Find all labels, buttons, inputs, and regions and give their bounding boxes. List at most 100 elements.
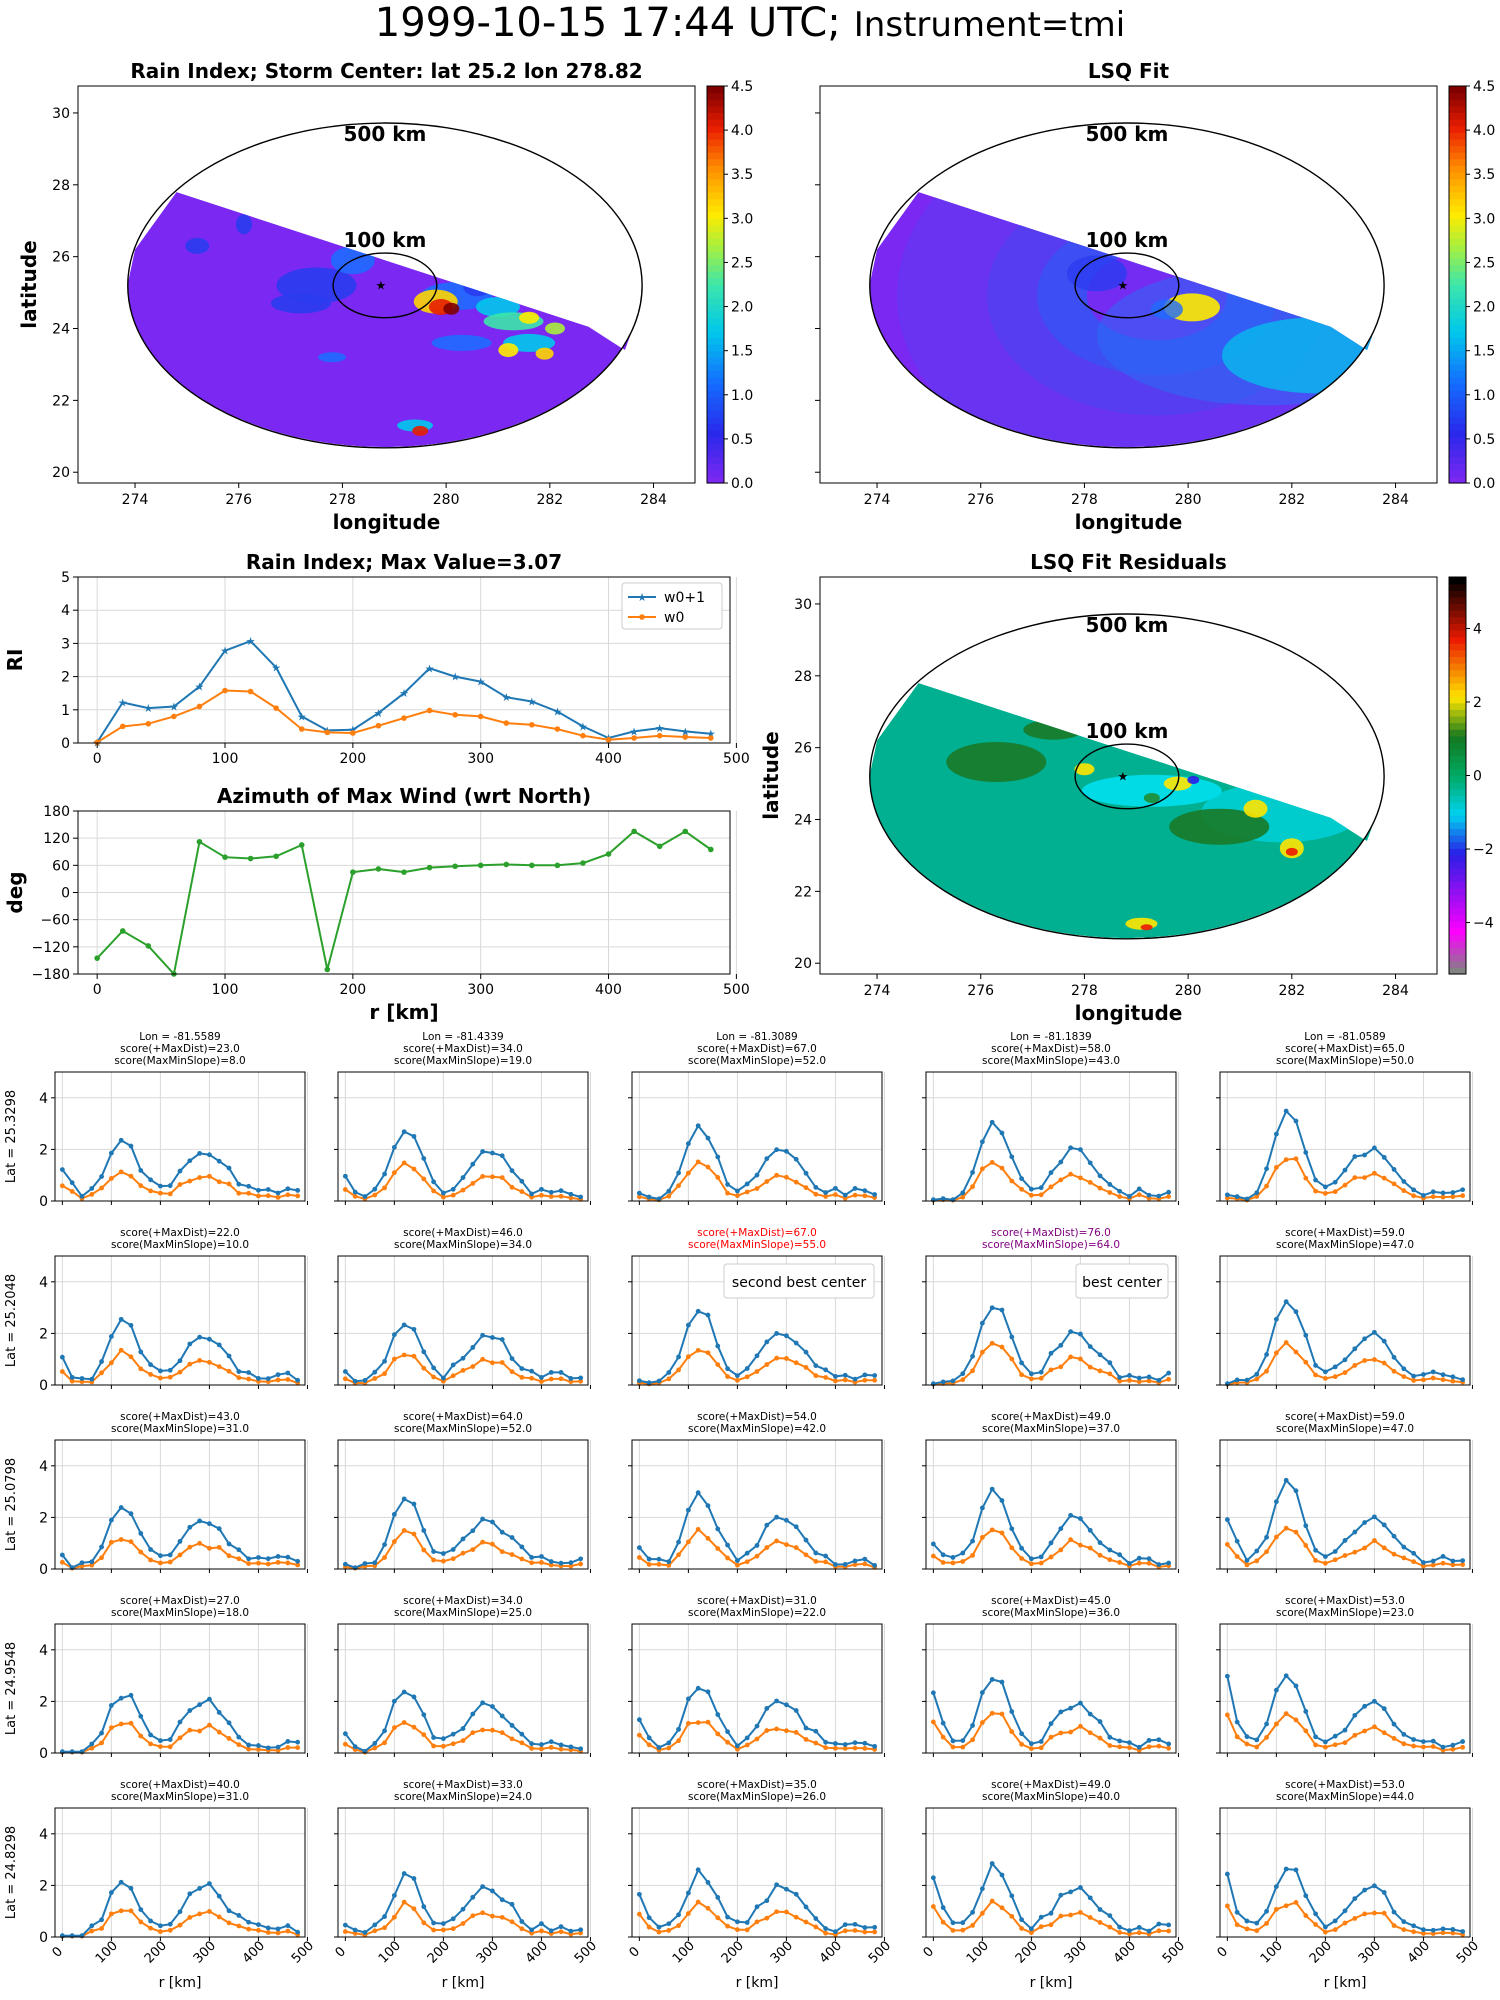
profile-point <box>744 1550 750 1556</box>
profile-point <box>1303 1175 1309 1181</box>
profile-point <box>999 1307 1005 1313</box>
profile-point <box>421 1547 427 1553</box>
profile-point <box>1293 1488 1299 1494</box>
profile-point <box>1352 1175 1358 1180</box>
profile-point <box>1352 1916 1358 1921</box>
profile-point <box>1254 1920 1260 1926</box>
profile-point <box>372 1922 378 1928</box>
score-maxminslope: score(MaxMinSlope)=44.0 <box>1276 1791 1414 1803</box>
data-point <box>171 713 177 720</box>
data-point <box>708 735 714 741</box>
colorbar-step <box>707 238 724 246</box>
data-point-star: ★ <box>655 722 665 735</box>
y-tick-label: 0 <box>39 1378 48 1394</box>
profile-point <box>1038 1924 1044 1930</box>
profile-point <box>470 1730 476 1736</box>
profile-point <box>157 1560 163 1566</box>
data-point <box>350 869 356 875</box>
profile-point <box>1322 1376 1328 1381</box>
profile-point <box>685 1696 691 1702</box>
profile-point <box>216 1729 222 1735</box>
radius-500km-circle <box>127 122 643 449</box>
profile-point <box>774 1909 780 1915</box>
profile-point <box>216 1364 222 1370</box>
colorbar-step <box>707 92 724 100</box>
profile-point <box>1342 1182 1348 1188</box>
profile-point <box>1264 1368 1269 1374</box>
profile-point <box>842 1928 848 1934</box>
profile-point <box>676 1912 681 1918</box>
profile-point <box>715 1915 721 1921</box>
profile-point <box>725 1182 730 1187</box>
profile-point <box>989 1486 995 1492</box>
colorbar-step <box>1449 934 1466 942</box>
colorbar-step <box>1449 828 1466 836</box>
profile-point <box>1146 1374 1152 1380</box>
profile-point <box>187 1158 193 1164</box>
profile-point <box>421 1349 427 1355</box>
profile-point <box>411 1906 417 1912</box>
legend: ★ w0+1w0 <box>621 582 723 630</box>
profile-point <box>1068 1354 1074 1360</box>
profile-point <box>852 1558 858 1564</box>
profile-point <box>823 1553 829 1559</box>
x-axis-label: r [km] <box>736 1975 779 1991</box>
score-subplot: score(MaxMinSlope)=50.0score(+MaxDist)=6… <box>1216 1031 1473 1205</box>
profile-point <box>138 1168 144 1173</box>
x-tick-label: 284 <box>1382 983 1409 999</box>
data-point <box>631 735 637 741</box>
profile-point <box>1421 1372 1426 1377</box>
profile-point <box>1097 1368 1103 1374</box>
profile-point <box>685 1539 691 1545</box>
colorbar-step <box>1449 722 1466 730</box>
x-tick-label: 274 <box>122 492 149 508</box>
score-subplot: 024score(MaxMinSlope)=8.0score(+MaxDist)… <box>4 1031 308 1210</box>
profile-point <box>226 1541 232 1547</box>
profile-point <box>1146 1378 1152 1384</box>
profile-point <box>148 1188 153 1194</box>
score-maxdist: score(+MaxDist)=67.0 <box>697 1227 817 1239</box>
profile-point <box>1156 1928 1162 1934</box>
profile-point <box>862 1925 868 1930</box>
colorbar-tick-label: −2 <box>1473 842 1494 858</box>
profile-point <box>470 1711 476 1717</box>
profile-point <box>216 1893 222 1899</box>
profile-point <box>440 1375 446 1381</box>
profile-point <box>362 1378 368 1383</box>
profile-point <box>950 1555 956 1560</box>
profile-point <box>1372 1170 1377 1176</box>
profile-point <box>275 1372 281 1378</box>
score-maxdist: score(+MaxDist)=67.0 <box>697 1043 817 1055</box>
colorbar-step <box>1449 317 1466 325</box>
profile-point <box>519 1366 525 1371</box>
colorbar-step <box>1449 463 1466 471</box>
profile-point <box>803 1904 809 1910</box>
colorbar-step <box>1449 357 1466 365</box>
profile-point <box>1009 1334 1015 1340</box>
profile-point <box>372 1376 378 1381</box>
resid-cell <box>1169 808 1270 845</box>
profile-point <box>1303 1913 1309 1918</box>
chart-title: Rain Index; Max Value=3.07 <box>246 550 562 574</box>
profile-point <box>1450 1558 1456 1564</box>
data-point-star: ★ <box>246 635 256 648</box>
y-tick-label: 1 <box>61 703 70 719</box>
colorbar-step <box>1449 304 1466 312</box>
profile-point <box>989 1305 995 1311</box>
profile-point <box>1430 1927 1436 1933</box>
data-point <box>605 851 612 857</box>
profile-point <box>401 1129 407 1135</box>
profile-point <box>1097 1719 1103 1724</box>
profile-point <box>705 1350 711 1356</box>
profile-point <box>1254 1376 1260 1382</box>
profile-point <box>1460 1562 1466 1568</box>
score-subplot: score(MaxMinSlope)=47.0score(+MaxDist)=5… <box>1216 1411 1473 1573</box>
profile-point <box>1381 1910 1387 1916</box>
rain-cell <box>545 322 566 335</box>
profile-point <box>236 1734 242 1740</box>
profile-point <box>1303 1523 1309 1529</box>
profile-point <box>578 1746 584 1752</box>
profile-point <box>1068 1912 1074 1918</box>
profile-point <box>226 1920 232 1926</box>
profile-point <box>499 1337 505 1342</box>
